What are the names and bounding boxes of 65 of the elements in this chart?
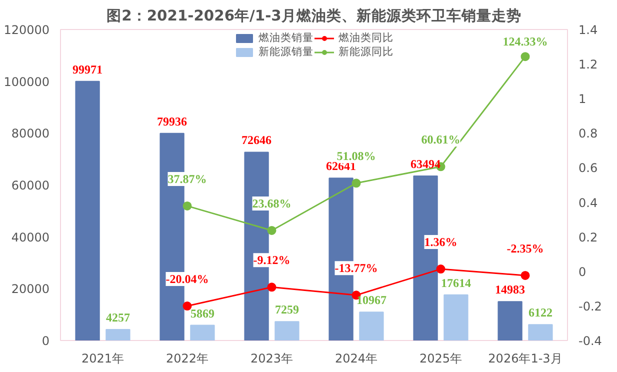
data-label: 7259 xyxy=(274,302,299,317)
bar xyxy=(75,80,100,340)
y2-tick-label: 0.8 xyxy=(578,126,598,141)
data-label: 23.68% xyxy=(252,196,292,210)
data-label: 5869 xyxy=(190,306,214,320)
y2-tick-label: 0 xyxy=(578,264,586,279)
x-tick-label: 2025年 xyxy=(419,352,462,366)
point xyxy=(182,302,192,311)
y2-tick-label: 1.4 xyxy=(578,23,598,37)
x-tick-label: 2021年 xyxy=(81,352,124,366)
legend-label: 新能源销量 xyxy=(258,45,314,59)
bar xyxy=(190,324,215,340)
data-label: 51.08% xyxy=(336,149,376,164)
y2-tick-label: -0.2 xyxy=(578,299,602,314)
data-label: 99971 xyxy=(72,62,103,76)
point xyxy=(436,264,446,274)
data-label: 6122 xyxy=(528,306,552,320)
bar xyxy=(444,294,468,340)
x-tick-label: 2024年 xyxy=(334,352,378,366)
point xyxy=(520,52,530,62)
bar xyxy=(274,321,300,340)
bar xyxy=(528,324,553,340)
y-tick-label: 40000 xyxy=(11,230,50,244)
y-tick-label: 20000 xyxy=(11,282,50,296)
bar xyxy=(359,312,384,340)
data-label: 1.36% xyxy=(424,235,458,250)
x-tick-label: 2023年 xyxy=(250,352,294,366)
bar xyxy=(106,328,130,340)
data-label: 14983 xyxy=(495,282,526,297)
point xyxy=(352,178,361,188)
data-label: 4257 xyxy=(106,310,130,324)
y-tick-label: 60000 xyxy=(11,178,50,192)
data-label: 72646 xyxy=(242,133,272,148)
data-label: 63494 xyxy=(410,156,441,171)
data-label: 37.87% xyxy=(168,172,207,186)
point xyxy=(267,282,276,292)
bar xyxy=(498,301,522,340)
point xyxy=(182,201,192,210)
y-tick-label: 120000 xyxy=(4,23,50,37)
y-tick-label: 0 xyxy=(42,334,50,348)
y2-tick-label: 0.4 xyxy=(578,196,598,210)
data-label: -9.12% xyxy=(253,253,290,268)
legend-label: 燃油类销量 xyxy=(258,31,314,45)
data-label: 17614 xyxy=(440,276,471,290)
y-tick-label: 100000 xyxy=(4,74,50,89)
data-label: 60.61% xyxy=(421,132,460,147)
legend-label: 燃油类同比 xyxy=(338,31,394,45)
point xyxy=(267,226,276,235)
data-label: -20.04% xyxy=(166,272,209,286)
x-tick-label: 2026年1-3月 xyxy=(488,352,562,366)
y2-tick-label: 1.2 xyxy=(578,58,598,72)
data-label: -13.77% xyxy=(334,261,378,276)
legend-label: 新能源同比 xyxy=(338,45,394,59)
chart-title: 图2：2021-2026年/1-3月燃油类、新能源类环卫车销量走势 xyxy=(106,6,522,24)
y2-tick-label: -0.4 xyxy=(578,334,602,348)
y2-tick-label: 0.6 xyxy=(578,161,598,176)
data-label: -2.35% xyxy=(506,241,544,256)
y2-tick-label: 0.2 xyxy=(578,230,598,244)
x-tick-label: 2022年 xyxy=(166,352,209,366)
y-tick-label: 80000 xyxy=(11,126,50,141)
point xyxy=(520,270,530,280)
data-label: 124.33% xyxy=(502,34,548,49)
data-label: 79936 xyxy=(157,114,188,128)
data-label: 10967 xyxy=(356,293,386,308)
y2-tick-label: 1 xyxy=(578,92,586,106)
